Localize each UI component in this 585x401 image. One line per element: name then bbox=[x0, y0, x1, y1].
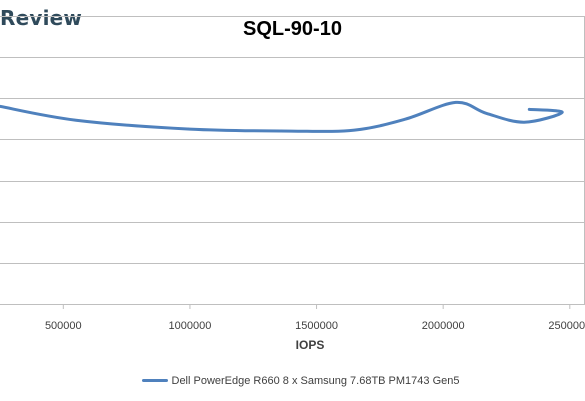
series-layer bbox=[0, 100, 564, 133]
legend-label: Dell PowerEdge R660 8 x Samsung 7.68TB P… bbox=[171, 374, 460, 387]
x-axis-ticks: 500000 1000000 1500000 2000000 2500000 bbox=[45, 304, 585, 332]
x-tick-label: 2500000 bbox=[548, 320, 585, 332]
legend-item: Dell PowerEdge R660 8 x Samsung 7.68TB P… bbox=[141, 374, 460, 387]
x-tick-label: 500000 bbox=[45, 320, 82, 332]
x-axis-title: IOPS bbox=[296, 338, 325, 352]
chart-title: SQL-90-10 bbox=[243, 18, 342, 40]
gridlines bbox=[0, 16, 585, 305]
series-line bbox=[0, 100, 564, 133]
x-tick-label: 1000000 bbox=[169, 320, 212, 332]
x-tick-label: 1500000 bbox=[295, 320, 338, 332]
legend: Dell PowerEdge R660 8 x Samsung 7.68TB P… bbox=[0, 373, 585, 387]
x-tick-label: 2000000 bbox=[422, 320, 465, 332]
legend-swatch bbox=[141, 379, 168, 382]
brand-logo-text: Review bbox=[0, 6, 83, 30]
